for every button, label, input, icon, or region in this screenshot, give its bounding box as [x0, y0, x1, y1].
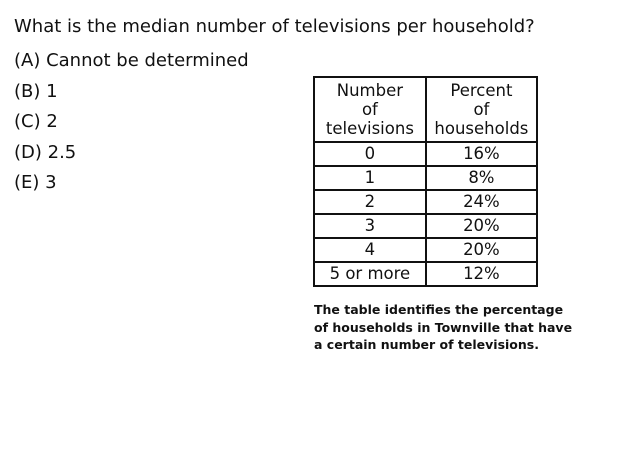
choice-b[interactable]: (B) 1 — [14, 80, 58, 102]
televisions-cell: 4 — [313, 237, 427, 263]
header-line: Percent — [450, 81, 513, 100]
header-line: televisions — [325, 119, 414, 138]
caption-line: a certain number of televisions. — [314, 337, 539, 352]
percent-cell: 8% — [424, 165, 539, 191]
question-text: What is the median number of televisions… — [14, 16, 535, 37]
televisions-table: Number of televisions Percent of househo… — [313, 76, 539, 287]
choice-a[interactable]: (A) Cannot be determined — [14, 50, 249, 71]
table-row: 5 or more 12% — [313, 261, 539, 287]
caption-line: of households in Townville that have — [314, 319, 573, 335]
table-header-row: Number of televisions Percent of househo… — [313, 76, 539, 143]
table-row: 0 16% — [313, 141, 539, 167]
answer-choices: (A) Cannot be determined (B) 1 (C) 2 (D)… — [14, 49, 249, 202]
televisions-cell: 3 — [313, 213, 427, 239]
percent-cell: 20% — [424, 213, 539, 239]
percent-cell: 20% — [424, 237, 539, 263]
header-line: households — [434, 119, 529, 138]
choice-c[interactable]: (C) 2 — [14, 111, 58, 132]
header-line: Number — [336, 81, 404, 100]
choice-e[interactable]: (E) 3 — [14, 172, 57, 193]
table-row: 2 24% — [313, 189, 539, 215]
table-row: 3 20% — [313, 213, 539, 239]
header-line: of — [361, 100, 378, 119]
header-percent-of-households: Percent of households — [424, 76, 539, 143]
televisions-cell: 2 — [313, 189, 427, 215]
percent-cell: 12% — [424, 261, 539, 287]
televisions-cell: 1 — [313, 165, 427, 191]
table-caption: The table identifies the percentage of h… — [314, 301, 574, 354]
televisions-cell: 0 — [313, 141, 427, 167]
caption-line: The table identifies the percentage — [314, 302, 564, 317]
table-row: 1 8% — [313, 165, 539, 191]
header-number-of-televisions: Number of televisions — [313, 76, 427, 143]
table-row: 4 20% — [313, 237, 539, 263]
televisions-cell: 5 or more — [313, 261, 427, 287]
percent-cell: 16% — [424, 141, 539, 167]
choice-d[interactable]: (D) 2.5 — [14, 141, 77, 163]
percent-cell: 24% — [424, 189, 539, 215]
header-line: of — [473, 100, 490, 119]
